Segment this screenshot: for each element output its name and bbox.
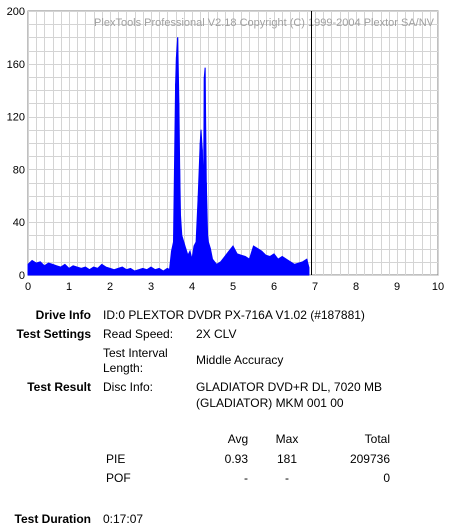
- disc-info-label: Disc Info:: [103, 380, 154, 394]
- row-name: POF: [106, 471, 131, 485]
- read-speed-label: Read Speed:: [103, 327, 174, 341]
- row-max: 181: [276, 452, 298, 466]
- interval-value: Middle Accuracy: [196, 353, 284, 367]
- x-tick-label: 9: [394, 281, 400, 293]
- row-avg: 0.93: [224, 452, 248, 466]
- x-tick-label: 2: [107, 281, 113, 293]
- x-tick-label: 6: [271, 281, 277, 293]
- x-tick-label: 5: [230, 281, 236, 293]
- row-max: -: [285, 471, 289, 485]
- y-tick-label: 200: [7, 6, 25, 18]
- x-tick-label: 1: [66, 281, 72, 293]
- test-duration-value: 0:17:07: [103, 512, 144, 526]
- x-tick-label: 3: [148, 281, 154, 293]
- drive-info-label: Drive Info: [35, 308, 91, 322]
- test-settings-label: Test Settings: [16, 327, 91, 341]
- test-duration-label: Test Duration: [14, 512, 91, 526]
- col-header-total: Total: [364, 432, 390, 446]
- chart-watermark: PlexTools Professional V2.18 Copyright (…: [94, 17, 435, 29]
- x-tick-label: 0: [25, 281, 31, 293]
- y-tick-label: 0: [19, 270, 25, 282]
- y-tick-label: 40: [13, 217, 25, 229]
- x-tick-label: 10: [432, 281, 444, 293]
- test-result-label: Test Result: [27, 380, 91, 394]
- col-header-avg: Avg: [227, 432, 249, 446]
- row-total: 209736: [349, 452, 390, 466]
- y-tick-label: 160: [7, 59, 25, 71]
- x-tick-label: 8: [353, 281, 359, 293]
- pie-chart: PlexTools Professional V2.18 Copyright (…: [7, 6, 444, 293]
- drive-info-value: ID:0 PLEXTOR DVDR PX-716A V1.02 (#187881…: [103, 308, 365, 322]
- x-axis-ticks: 0 1 2 3 4 5 6 7 8 9 10: [25, 281, 444, 293]
- y-axis-ticks: 0 40 80 120 160 200: [7, 6, 25, 282]
- read-speed-value: 2X CLV: [196, 327, 237, 341]
- disc-info-line2: (GLADIATOR) MKM 001 00: [196, 396, 344, 410]
- series-group: [27, 37, 310, 276]
- disc-info-line1: GLADIATOR DVD+R DL, 7020 MB: [196, 380, 382, 394]
- row-name: PIE: [106, 452, 126, 466]
- interval-label-line1: Test Interval: [103, 346, 168, 360]
- interval-label-line2: Length:: [103, 361, 144, 375]
- row-total: 0: [383, 471, 390, 485]
- x-tick-label: 7: [312, 281, 318, 293]
- row-avg: -: [244, 471, 248, 485]
- y-tick-label: 120: [7, 112, 25, 124]
- col-header-max: Max: [275, 432, 299, 446]
- x-tick-label: 4: [189, 281, 195, 293]
- y-tick-label: 80: [13, 164, 25, 176]
